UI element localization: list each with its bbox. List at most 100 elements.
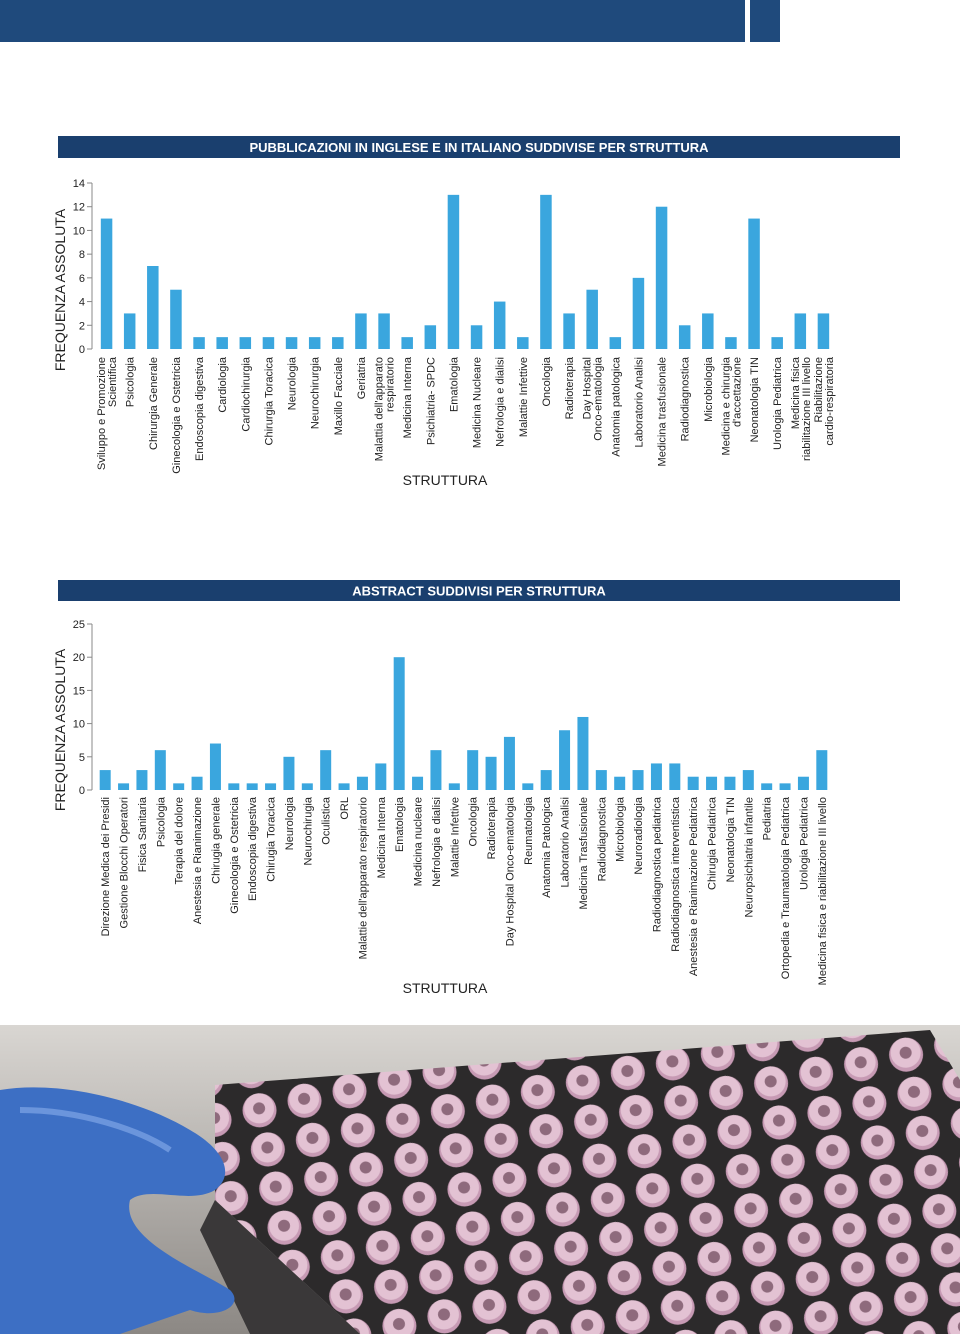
y-tick-label: 25 xyxy=(73,619,85,631)
photo xyxy=(0,1025,960,1334)
bar xyxy=(687,776,699,790)
bar xyxy=(118,783,130,790)
bar xyxy=(375,763,387,790)
bar xyxy=(614,776,626,790)
x-tick-label: Radiodiagnostica xyxy=(596,796,608,881)
x-tick-label: Anatomia Patologica xyxy=(541,796,553,898)
x-tick-label: Neurologia xyxy=(287,356,299,410)
bar xyxy=(123,313,136,349)
x-tick-label: Malattie Infettive xyxy=(518,357,530,437)
y-axis-title: FREQUENZA ASSOLUTA xyxy=(52,648,68,811)
x-tick-label: Terapia del dolore xyxy=(174,797,186,884)
x-tick-label: Laboratorio Analisi xyxy=(560,797,572,888)
bar xyxy=(378,313,390,349)
x-tick-label: Ginecologia e Ostetricia xyxy=(229,796,241,914)
x-tick-label: Fisica Sanitaria xyxy=(137,796,149,872)
bar xyxy=(216,337,228,349)
x-tick-label: Gestione Blocchi Operatori xyxy=(119,797,131,928)
x-tick-label: Day Hospital Onco-ematologia xyxy=(504,796,516,946)
x-tick-label: Ematologia xyxy=(448,356,460,412)
bar xyxy=(467,750,479,790)
chart-title: ABSTRACT SUDDIVISI PER STRUTTURA xyxy=(352,584,606,599)
x-tick-label: Psichiatria- SPDC xyxy=(425,357,437,445)
header-bar xyxy=(0,0,745,42)
bar xyxy=(209,743,221,790)
bar xyxy=(239,337,252,349)
bar xyxy=(301,783,313,790)
bar xyxy=(797,776,809,790)
x-tick-label: Maxillo Facciale xyxy=(333,357,345,435)
y-tick-label: 5 xyxy=(79,752,85,764)
x-tick-label: Microbiologia xyxy=(703,356,715,422)
bar xyxy=(632,277,645,349)
x-tick-label: Medicina Trasfusionale xyxy=(578,797,590,910)
bar xyxy=(228,783,240,790)
x-tick-label: Chirurgia Toracica xyxy=(263,356,275,445)
bar xyxy=(355,313,367,349)
x-tick-label: Oculistica xyxy=(321,796,333,845)
x-tick-label: Neonatologia TIN xyxy=(725,797,737,882)
x-tick-label: Oncologia xyxy=(468,796,480,846)
y-tick-label: 14 xyxy=(73,178,85,190)
bar xyxy=(265,783,277,790)
x-tick-label: Riabilitazionecardio-respiratoria xyxy=(813,356,836,446)
x-axis-title: STRUTTURA xyxy=(403,980,488,996)
x-tick-label: Malattie dell'apparato respiratorio xyxy=(357,797,369,959)
bar xyxy=(262,337,275,349)
bar xyxy=(246,783,258,790)
y-tick-label: 2 xyxy=(79,320,85,332)
x-tick-label: ORL xyxy=(339,797,351,820)
x-tick-label: Laboratorio Analisi xyxy=(633,357,645,448)
bar xyxy=(308,337,321,349)
bar xyxy=(173,783,185,790)
bar xyxy=(725,337,737,349)
x-tick-label: Geriatria xyxy=(356,356,368,399)
bar xyxy=(193,337,205,349)
x-tick-label: Urologia Pediatrica xyxy=(772,356,784,450)
bar xyxy=(779,783,791,790)
y-axis-title: FREQUENZA ASSOLUTA xyxy=(52,208,68,371)
y-tick-label: 15 xyxy=(73,685,85,697)
x-tick-label: Cardiochirurgia xyxy=(240,356,252,431)
x-tick-label: Medicina trasfusionale xyxy=(657,357,669,466)
y-tick-label: 8 xyxy=(79,249,85,261)
bar xyxy=(448,783,460,790)
y-tick-label: 12 xyxy=(73,202,85,214)
bar xyxy=(136,770,148,790)
bar xyxy=(99,770,111,790)
x-tick-label: Anestesia e Rianimazione xyxy=(192,797,204,924)
bar xyxy=(430,750,442,790)
x-axis-title: STRUTTURA xyxy=(403,472,488,488)
x-tick-label: Microbiologia xyxy=(615,796,627,862)
bar xyxy=(485,756,497,790)
x-tick-label: Neuropsichiatria infantile xyxy=(743,797,755,917)
x-tick-label: Medicina fisica e riabilitazione III liv… xyxy=(817,797,829,985)
x-tick-label: Direzione Medica dei Presidi xyxy=(100,797,112,936)
y-tick-label: 0 xyxy=(79,344,85,356)
bar xyxy=(285,337,298,349)
x-tick-label: Psicologia xyxy=(125,356,137,407)
bar xyxy=(320,750,332,790)
bar xyxy=(332,337,344,349)
bar xyxy=(100,218,113,349)
bar xyxy=(540,770,552,790)
x-tick-label: Pediatria xyxy=(762,796,774,840)
bar xyxy=(283,756,295,790)
bar xyxy=(794,313,807,349)
bar xyxy=(401,337,413,349)
x-tick-label: Ginecologia e Ostetricia xyxy=(171,356,183,474)
bar xyxy=(748,218,760,349)
y-tick-label: 0 xyxy=(79,785,85,797)
bar xyxy=(816,750,828,790)
bar xyxy=(393,657,405,790)
x-tick-label: Radioterapia xyxy=(486,796,498,859)
bar xyxy=(540,194,552,349)
x-tick-label: Neurochirurgia xyxy=(310,356,322,429)
title-bar xyxy=(58,136,900,158)
bar xyxy=(563,313,575,349)
bar xyxy=(595,770,607,790)
x-tick-label: Sviluppo e PromozioneScientifica xyxy=(96,356,119,470)
bar xyxy=(678,325,691,349)
y-tick-label: 6 xyxy=(79,273,85,285)
